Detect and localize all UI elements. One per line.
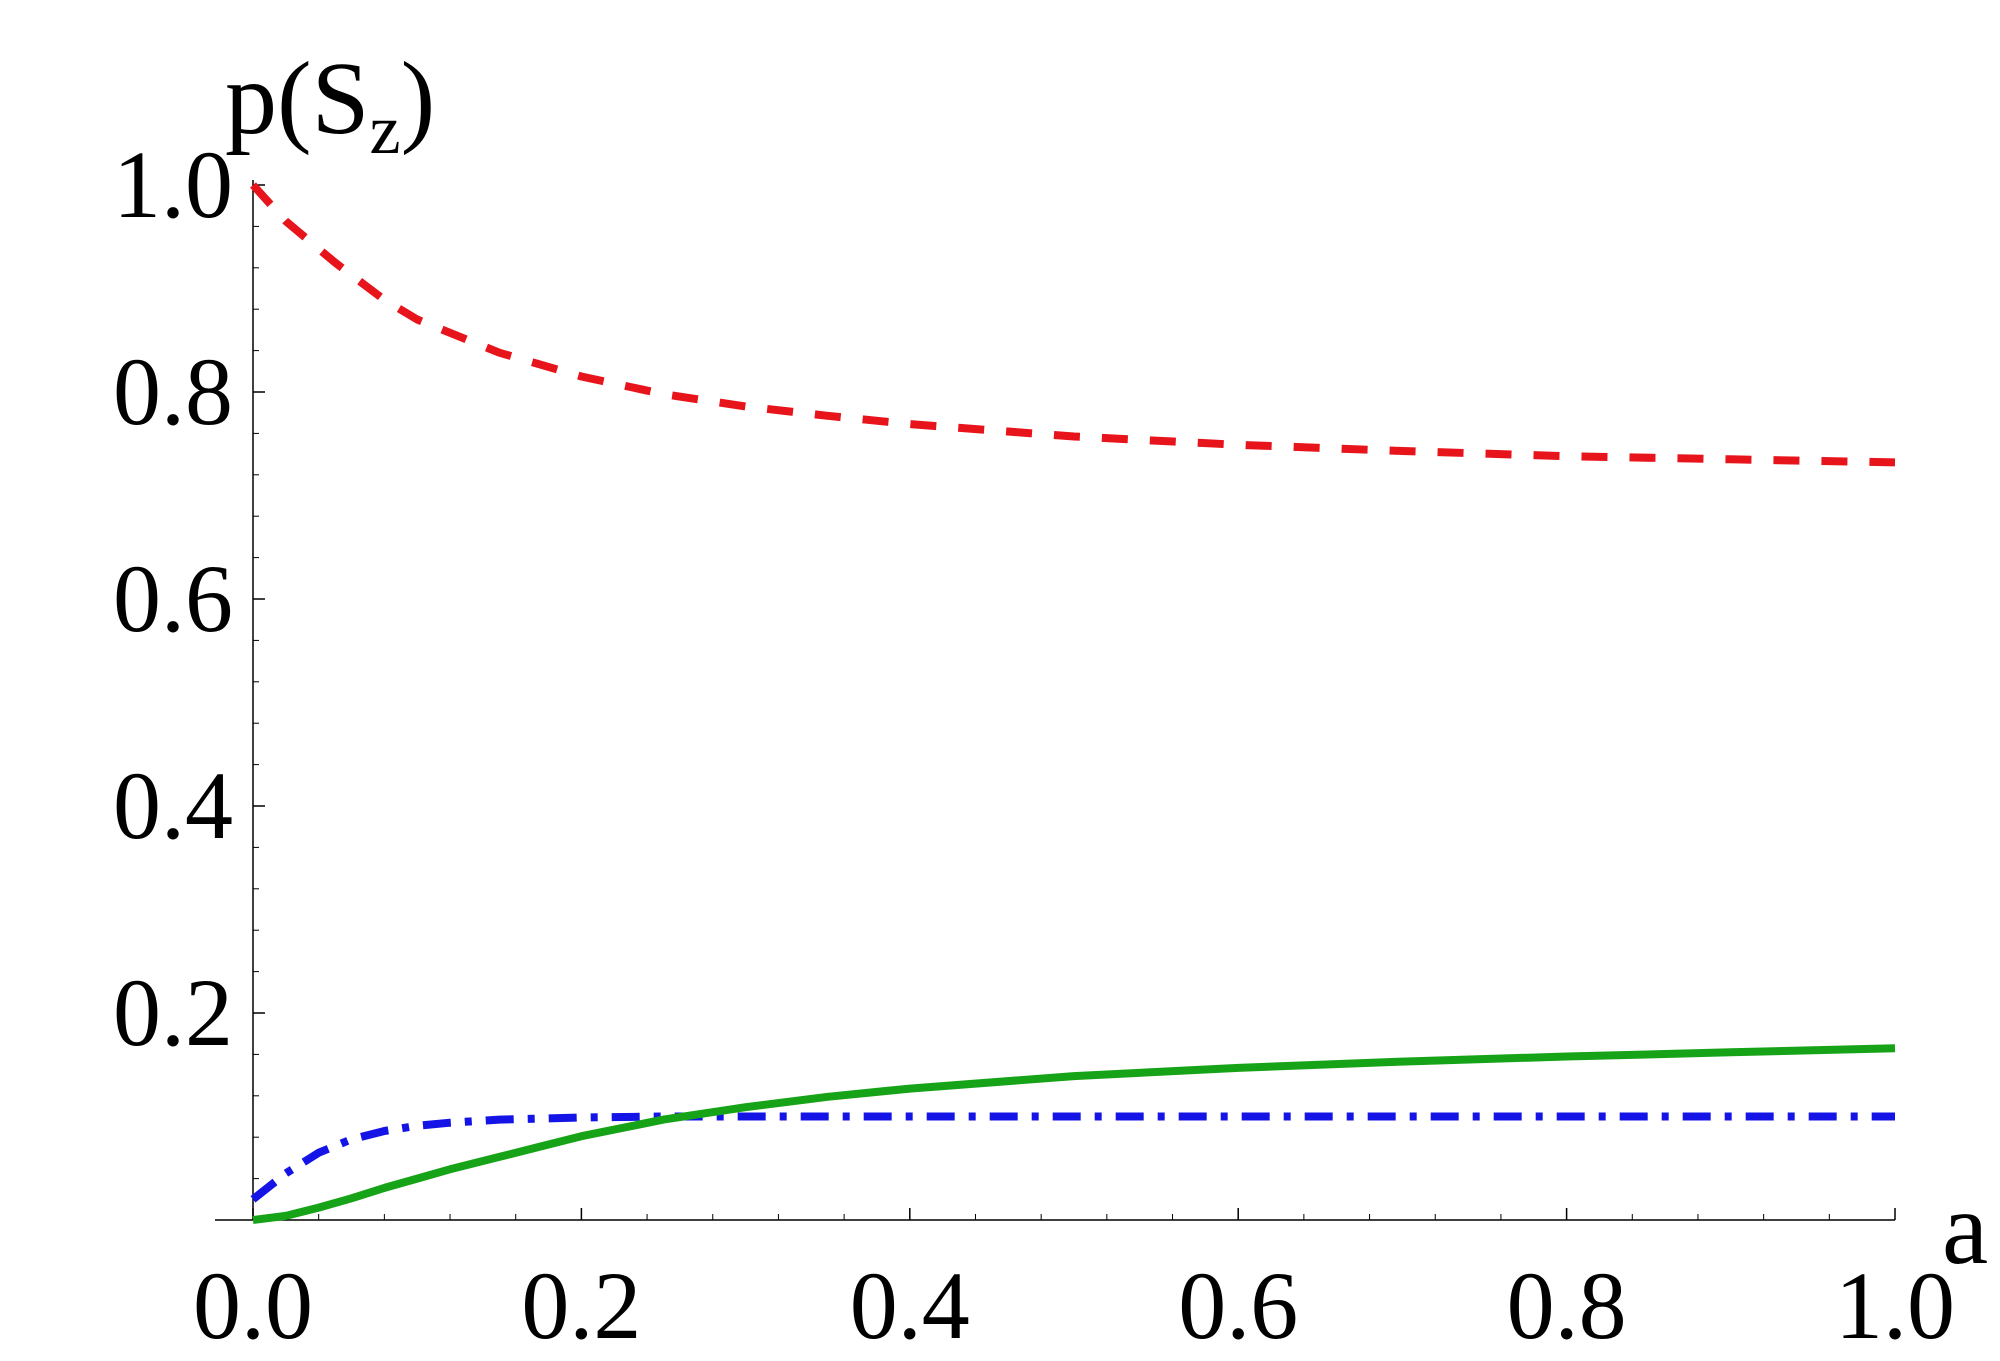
axes <box>215 180 1895 1221</box>
labels: p(Sz) a <box>225 41 1988 1286</box>
x-tick-label: 0.2 <box>521 1252 641 1356</box>
y-tick-label: 0.8 <box>113 338 233 445</box>
y-axis-label-subscript: z <box>369 92 400 169</box>
series-line-solid <box>252 1044 1896 1224</box>
x-tick-label: 0.6 <box>1178 1252 1298 1356</box>
y-tick-label: 1.0 <box>113 131 233 238</box>
ticks: 0.0 0.2 0.4 0.6 0.8 1.0 0.2 0.4 0.6 0.8 1.0 <box>113 131 1955 1359</box>
series-line-dashed <box>250 182 1896 467</box>
x-tick-label: 1.0 <box>1835 1252 1955 1356</box>
y-axis-label-main: p(S <box>225 41 369 156</box>
series <box>250 182 1896 1224</box>
x-tick-label: 0.8 <box>1507 1252 1627 1356</box>
y-axis-label: p(Sz) <box>225 41 435 169</box>
y-tick-label: 0.2 <box>113 959 233 1066</box>
x-tick-label: 0.4 <box>850 1252 970 1356</box>
x-tick-label: 0.0 <box>193 1252 313 1356</box>
y-axis-label-suffix: ) <box>401 41 436 156</box>
x-axis-label: a <box>1942 1171 1988 1286</box>
y-tick-label: 0.6 <box>113 545 233 652</box>
series-line-dashdot <box>250 1112 1895 1203</box>
y-tick-label: 0.4 <box>113 752 233 859</box>
